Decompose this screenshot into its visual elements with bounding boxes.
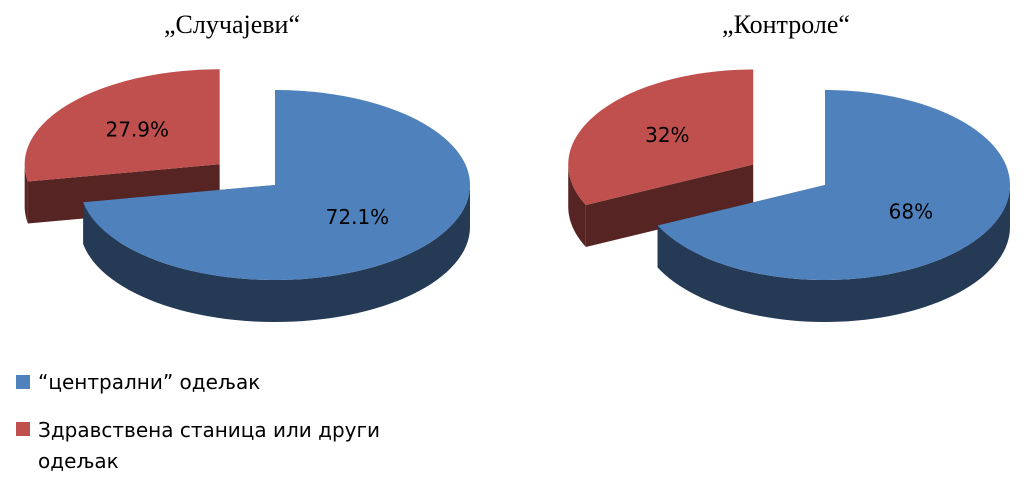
- slice-side: [585, 164, 754, 247]
- slice: [83, 90, 470, 280]
- slice: [24, 69, 220, 182]
- legend-entry: Здравствена станица или други одељак: [38, 418, 380, 473]
- slice: [568, 69, 754, 205]
- slice-wall: [83, 185, 471, 322]
- chart-title: „Случајеви“: [164, 10, 300, 39]
- slice-wall: [657, 185, 1010, 322]
- data-label: 32%: [645, 123, 689, 147]
- legend-swatch: [16, 375, 30, 389]
- slice-wall: [568, 164, 586, 247]
- data-label: 68%: [889, 199, 933, 223]
- slice-wall: [24, 164, 28, 224]
- data-label: 72.1%: [326, 205, 390, 229]
- chart-title: „Контроле“: [722, 10, 850, 39]
- slice: [657, 90, 1010, 280]
- legend-entry: “централни” одељак: [38, 370, 260, 394]
- legend-swatch: [16, 422, 30, 436]
- data-label: 27.9%: [105, 117, 169, 141]
